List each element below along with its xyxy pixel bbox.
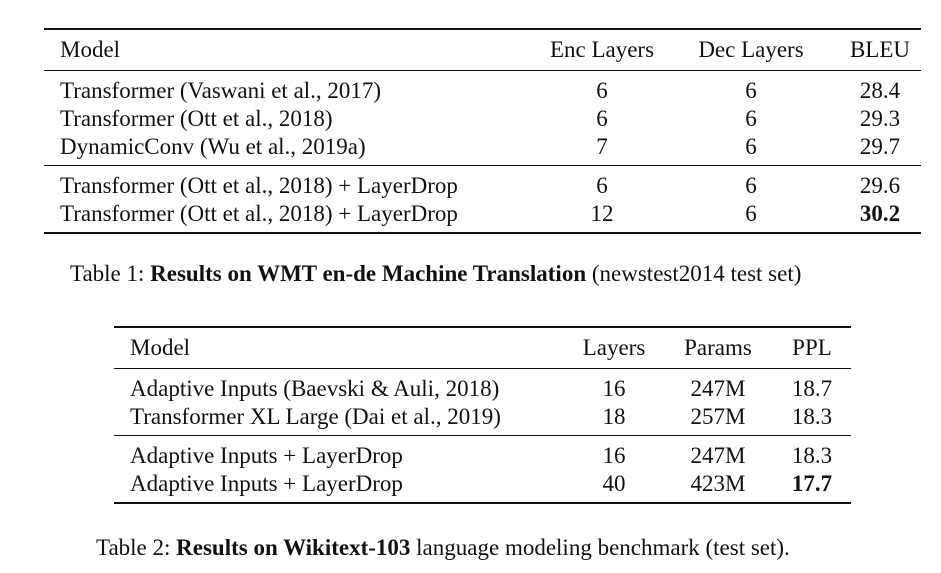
cell-dec: 6 xyxy=(745,106,757,131)
cell-model: Adaptive Inputs + LayerDrop xyxy=(130,471,403,496)
best-ppl-value: 17.7 xyxy=(791,471,833,496)
cell-params: 423M xyxy=(690,471,746,496)
table-row: Adaptive Inputs (Baevski & Auli, 2018) 1… xyxy=(114,368,851,404)
cell-dec: 6 xyxy=(745,173,757,198)
header-model: Model xyxy=(130,335,191,360)
cell-ppl: 18.3 xyxy=(791,443,833,468)
cell-params: 247M xyxy=(690,376,746,401)
cell-model: DynamicConv (Wu et al., 2019a) xyxy=(60,134,366,159)
cell-model: Transformer XL Large (Dai et al., 2019) xyxy=(130,404,501,429)
cell-enc: 7 xyxy=(596,134,608,159)
cell-model: Transformer (Ott et al., 2018) + LayerDr… xyxy=(60,201,458,226)
header-dec-layers: Dec Layers xyxy=(698,37,804,62)
header-model: Model xyxy=(60,37,121,62)
cell-model: Transformer (Ott et al., 2018) + LayerDr… xyxy=(60,173,458,198)
table-header-row: Model Layers Params PPL xyxy=(114,327,851,369)
table-row: Transformer (Ott et al., 2018) 6 6 29.3 xyxy=(44,105,921,133)
best-bleu-value: 30.2 xyxy=(859,201,901,226)
wikitext-results-table: Model Layers Params PPL Adaptive Inputs … xyxy=(114,326,851,504)
cell-bleu-best: 30.2 xyxy=(839,200,921,233)
caption-bold: Results on Wikitext-103 xyxy=(176,535,411,560)
table-header-row: Model Enc Layers Dec Layers BLEU xyxy=(44,29,921,71)
caption-prefix: Table 2: xyxy=(96,535,177,560)
cell-ppl: 18.7 xyxy=(791,376,833,401)
cell-enc: 6 xyxy=(596,78,608,103)
header-params: Params xyxy=(684,335,752,360)
cell-enc: 6 xyxy=(596,106,608,131)
cell-layers: 40 xyxy=(602,471,626,496)
cell-layers: 16 xyxy=(602,376,626,401)
cell-bleu: 29.3 xyxy=(859,106,901,131)
cell-params: 247M xyxy=(690,443,746,468)
cell-params: 257M xyxy=(690,404,746,429)
cell-model: Adaptive Inputs + LayerDrop xyxy=(130,443,403,468)
wmt-results-table: Model Enc Layers Dec Layers BLEU Transfo… xyxy=(44,28,921,234)
header-bleu: BLEU xyxy=(849,37,911,62)
caption-suffix: (newstest2014 test set) xyxy=(586,261,802,286)
cell-dec: 6 xyxy=(745,201,757,226)
table-row: Transformer (Vaswani et al., 2017) 6 6 2… xyxy=(44,70,921,106)
table-row: Transformer XL Large (Dai et al., 2019) … xyxy=(114,403,851,436)
cell-enc: 12 xyxy=(590,201,614,226)
cell-enc: 6 xyxy=(596,173,608,198)
cell-dec: 6 xyxy=(745,134,757,159)
header-layers: Layers xyxy=(582,335,646,360)
cell-bleu: 29.6 xyxy=(859,173,901,198)
caption-suffix: language modeling benchmark (test set). xyxy=(410,535,790,560)
cell-model: Transformer (Vaswani et al., 2017) xyxy=(60,78,382,103)
table-row: DynamicConv (Wu et al., 2019a) 7 6 29.7 xyxy=(44,133,921,166)
caption-bold: Results on WMT en-de Machine Translation xyxy=(150,261,587,286)
cell-bleu: 29.7 xyxy=(859,134,901,159)
table-row: Transformer (Ott et al., 2018) + LayerDr… xyxy=(44,165,921,201)
cell-ppl-best: 17.7 xyxy=(773,470,851,503)
caption-prefix: Table 1: xyxy=(70,261,151,286)
cell-model: Transformer (Ott et al., 2018) xyxy=(60,106,333,131)
table1-caption: Table 1: Results on WMT en-de Machine Tr… xyxy=(70,261,801,287)
cell-model: Adaptive Inputs (Baevski & Auli, 2018) xyxy=(130,376,500,401)
table-row: Adaptive Inputs + LayerDrop 16 247M 18.3 xyxy=(114,435,851,471)
cell-dec: 6 xyxy=(745,78,757,103)
table-row: Adaptive Inputs + LayerDrop 40 423M 17.7 xyxy=(114,470,851,503)
cell-layers: 18 xyxy=(602,404,626,429)
table-row: Transformer (Ott et al., 2018) + LayerDr… xyxy=(44,200,921,233)
cell-ppl: 18.3 xyxy=(791,404,833,429)
cell-layers: 16 xyxy=(602,443,626,468)
header-ppl: PPL xyxy=(792,335,832,360)
cell-bleu: 28.4 xyxy=(859,78,901,103)
header-enc-layers: Enc Layers xyxy=(549,37,655,62)
table2-caption: Table 2: Results on Wikitext-103 languag… xyxy=(96,535,790,561)
